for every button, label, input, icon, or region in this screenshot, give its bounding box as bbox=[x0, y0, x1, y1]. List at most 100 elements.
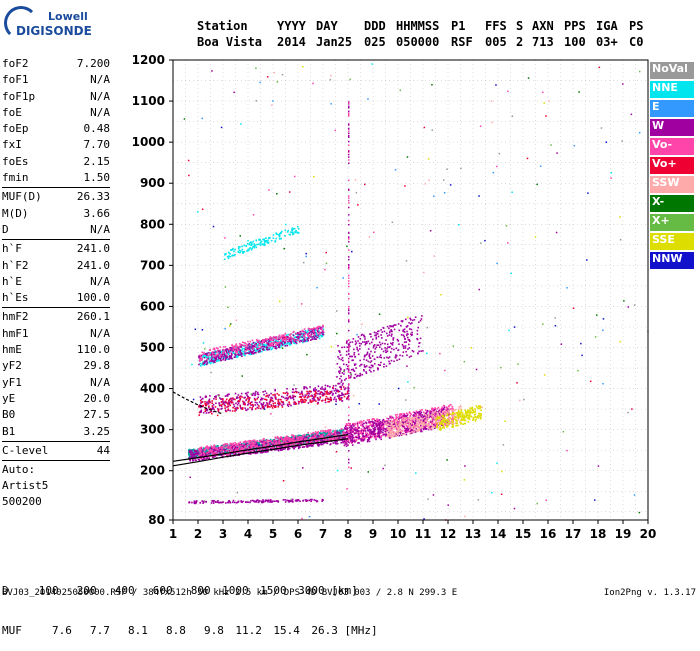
echo-point bbox=[262, 452, 264, 454]
echo-point bbox=[441, 409, 443, 411]
echo-point bbox=[350, 439, 352, 441]
echo-point bbox=[420, 423, 422, 425]
echo-point bbox=[293, 448, 295, 450]
echo-point bbox=[275, 440, 277, 442]
echo-point bbox=[200, 450, 202, 452]
echo-point bbox=[458, 410, 460, 412]
echo-point bbox=[450, 408, 452, 410]
echo-point bbox=[417, 429, 419, 431]
echo-point bbox=[291, 444, 293, 446]
echo-point bbox=[323, 430, 325, 432]
echo-point bbox=[252, 440, 254, 442]
echo-point bbox=[335, 433, 337, 435]
echo-point bbox=[297, 339, 299, 341]
echo-point bbox=[260, 440, 262, 442]
echo-point bbox=[382, 430, 384, 432]
echo-point bbox=[215, 452, 217, 454]
echo-point bbox=[302, 446, 304, 448]
echo-point bbox=[189, 460, 191, 462]
echo-point bbox=[267, 442, 269, 444]
echo-point bbox=[252, 340, 254, 342]
echo-point bbox=[432, 412, 434, 414]
echo-point bbox=[206, 364, 208, 366]
echo-point bbox=[293, 342, 295, 344]
echo-point bbox=[231, 358, 233, 360]
echo-point bbox=[254, 344, 256, 346]
echo-point bbox=[378, 427, 380, 429]
echo-point bbox=[440, 422, 442, 424]
echo-point bbox=[362, 437, 364, 439]
echo-point bbox=[335, 442, 337, 444]
echo-point bbox=[475, 410, 477, 412]
echo-point bbox=[266, 348, 268, 350]
echo-point bbox=[264, 340, 266, 342]
echo-point bbox=[211, 359, 213, 361]
echo-point bbox=[266, 338, 268, 340]
echo-point bbox=[475, 413, 477, 415]
echo-point bbox=[260, 452, 262, 454]
echo-point bbox=[221, 446, 223, 448]
echo-point bbox=[473, 411, 475, 413]
echo-point bbox=[392, 426, 394, 428]
echo-point bbox=[430, 424, 432, 426]
echo-point bbox=[281, 335, 283, 337]
echo-point bbox=[304, 328, 306, 330]
echo-point bbox=[318, 445, 320, 447]
echo-point bbox=[243, 441, 245, 443]
echo-point bbox=[365, 432, 367, 434]
echo-point bbox=[464, 423, 466, 425]
echo-point bbox=[403, 434, 405, 436]
echo-point bbox=[379, 437, 381, 439]
echo-point bbox=[218, 356, 220, 358]
echo-point bbox=[234, 442, 236, 444]
echo-point bbox=[447, 413, 449, 415]
echo-point bbox=[389, 429, 391, 431]
echo-point bbox=[415, 420, 417, 422]
echo-point bbox=[451, 420, 453, 422]
echo-point bbox=[257, 440, 259, 442]
echo-point bbox=[431, 418, 433, 420]
echo-point bbox=[210, 448, 212, 450]
echo-point bbox=[422, 423, 424, 425]
echo-point bbox=[309, 438, 311, 440]
echo-point bbox=[255, 352, 257, 354]
echo-point bbox=[352, 435, 354, 437]
echo-point bbox=[418, 413, 420, 415]
echo-point bbox=[393, 433, 395, 435]
echo-point bbox=[307, 445, 309, 447]
echo-point bbox=[220, 450, 222, 452]
echo-point bbox=[222, 450, 224, 452]
echo-point bbox=[452, 408, 454, 410]
echo-point bbox=[443, 408, 445, 410]
echo-point bbox=[213, 360, 215, 362]
echo-point bbox=[391, 424, 393, 426]
echo-point bbox=[287, 345, 289, 347]
echo-point bbox=[278, 450, 280, 452]
echo-point bbox=[458, 417, 460, 419]
echo-point bbox=[201, 447, 203, 449]
echo-point bbox=[442, 415, 444, 417]
echo-point bbox=[424, 424, 426, 426]
echo-point bbox=[189, 451, 191, 453]
echo-point bbox=[203, 363, 205, 365]
echo-point bbox=[236, 357, 238, 359]
echo-point bbox=[358, 433, 360, 435]
echo-point bbox=[254, 445, 256, 447]
echo-point bbox=[365, 434, 367, 436]
echo-point bbox=[450, 417, 452, 419]
echo-point bbox=[443, 426, 445, 428]
echo-point bbox=[199, 359, 201, 361]
echo-point bbox=[318, 334, 320, 336]
echo-point bbox=[355, 430, 357, 432]
echo-point bbox=[413, 429, 415, 431]
echo-point bbox=[414, 427, 416, 429]
echo-point bbox=[307, 446, 309, 448]
echo-point bbox=[422, 426, 424, 428]
echo-point bbox=[411, 421, 413, 423]
echo-point bbox=[408, 429, 410, 431]
echo-point bbox=[194, 450, 196, 452]
echo-point bbox=[452, 426, 454, 428]
echo-point bbox=[367, 439, 369, 441]
echo-point bbox=[357, 431, 359, 433]
echo-point bbox=[205, 446, 207, 448]
